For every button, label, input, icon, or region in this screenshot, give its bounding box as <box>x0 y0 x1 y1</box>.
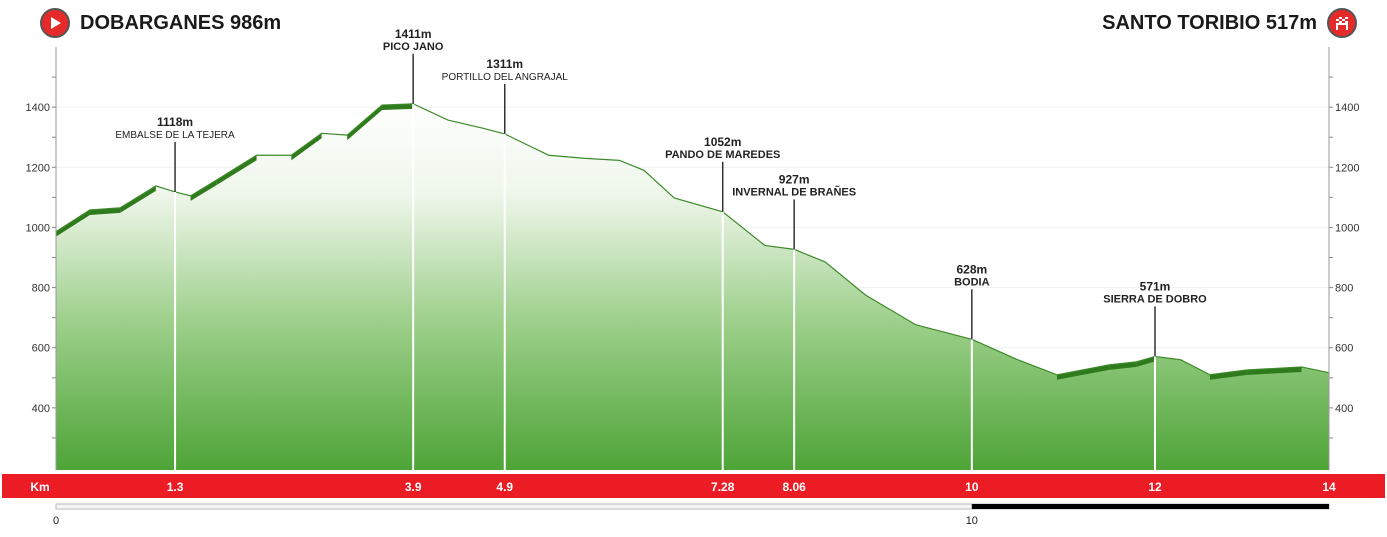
waypoint-elevation: 1052m <box>704 135 741 149</box>
km-tick-label: 14 <box>1322 480 1336 494</box>
scale-bar-dark-segment <box>971 504 1329 509</box>
waypoint-name: INVERNAL DE BRAÑES <box>732 185 856 198</box>
y-tick-label-left: 1000 <box>26 222 50 234</box>
km-axis-label: Km <box>30 480 49 494</box>
waypoint-elevation: 628m <box>956 262 987 276</box>
y-tick-label-right: 1400 <box>1335 102 1359 114</box>
waypoint-elevation: 571m <box>1140 279 1171 293</box>
ascent-ridge <box>216 155 257 186</box>
y-tick-label-right: 1000 <box>1335 222 1359 234</box>
waypoint-name: PORTILLO DEL ANGRAJAL <box>442 72 569 83</box>
waypoint-name: PICO JANO <box>383 41 444 53</box>
finish-label: SANTO TORIBIO 517m <box>1102 11 1317 34</box>
y-tick-label-right: 1200 <box>1335 162 1359 174</box>
waypoint-name: PANDO DE MAREDES <box>665 149 780 161</box>
ascent-ridge <box>1136 356 1155 367</box>
ascent-ridge <box>1246 366 1302 375</box>
km-tick-label: 8.06 <box>782 480 806 494</box>
scale-bar-label: 10 <box>966 515 978 527</box>
y-tick-label-right: 600 <box>1335 343 1353 355</box>
finish-header: SANTO TORIBIO 517m <box>1102 8 1357 38</box>
ascent-ridge <box>120 185 156 213</box>
waypoint-elevation: 1411m <box>395 27 432 41</box>
waypoint-name: BODIA <box>954 276 990 288</box>
y-tick-label-left: 1200 <box>26 162 50 174</box>
waypoint-name: SIERRA DE DOBRO <box>1103 293 1207 305</box>
start-header: DOBARGANES 986m <box>40 8 281 38</box>
km-tick-label: 7.28 <box>711 480 735 494</box>
checkered-flag-icon <box>1327 8 1357 38</box>
ascent-ridge <box>56 209 90 237</box>
start-label: DOBARGANES 986m <box>80 11 282 34</box>
y-tick-label-left: 400 <box>32 403 50 415</box>
waypoint-elevation: 927m <box>779 172 810 186</box>
waypoint-name: EMBALSE DE LA TEJERA <box>115 130 235 141</box>
y-tick-label-left: 600 <box>32 343 50 355</box>
y-tick-label-left: 800 <box>32 283 50 295</box>
y-tick-label-right: 800 <box>1335 283 1353 295</box>
scale-bar-label: 0 <box>53 515 59 527</box>
profile-area <box>56 103 1329 471</box>
km-bar <box>2 474 1385 498</box>
y-tick-label-right: 400 <box>1335 403 1353 415</box>
ascent-ridge <box>382 103 414 111</box>
ascent-ridge <box>1109 361 1137 370</box>
km-tick-label: 10 <box>965 480 979 494</box>
km-tick-label: 1.3 <box>167 480 184 494</box>
ascent-ridge <box>190 180 217 201</box>
ascent-ridge <box>347 105 383 141</box>
waypoint-elevation: 1311m <box>486 57 523 71</box>
ascent-ridge <box>1056 364 1110 380</box>
ascent-ridge <box>1209 369 1247 380</box>
km-tick-label: 12 <box>1148 480 1162 494</box>
profile-line <box>55 103 1330 376</box>
km-tick-label: 4.9 <box>496 480 513 494</box>
play-icon <box>40 8 70 38</box>
y-tick-label-left: 1400 <box>26 102 50 114</box>
km-tick-label: 3.9 <box>405 480 422 494</box>
ascent-ridge <box>291 133 322 161</box>
waypoint-elevation: 1118m <box>157 115 193 129</box>
